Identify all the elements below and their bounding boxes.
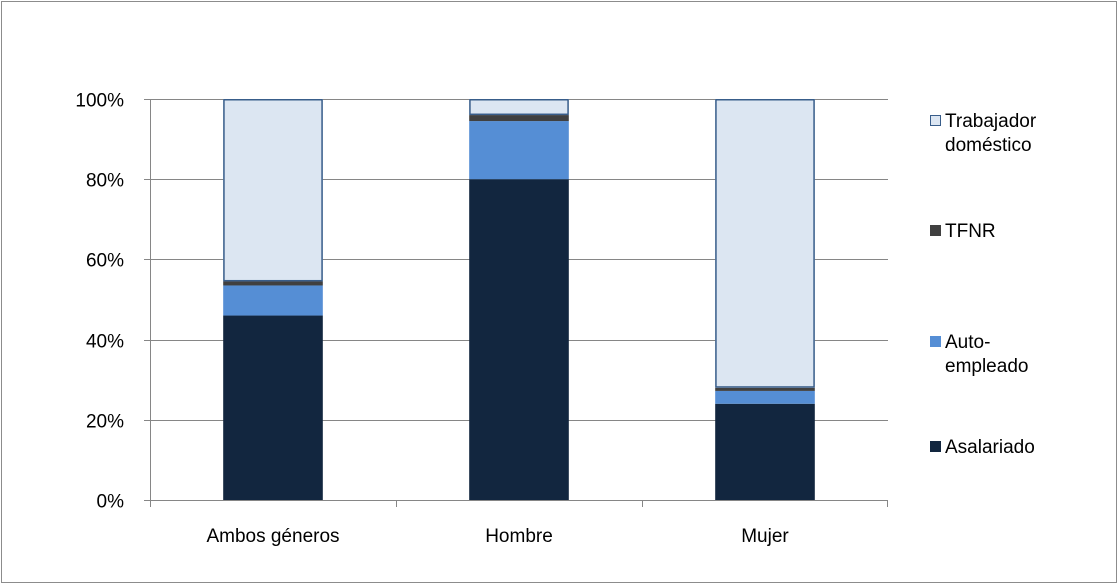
legend-swatch xyxy=(930,336,941,347)
bar-segment xyxy=(223,99,323,282)
y-axis-tick-label: 0% xyxy=(97,492,125,513)
legend-item: Trabajador doméstico xyxy=(930,110,1085,158)
x-axis-tick-label: Ambos géneros xyxy=(206,526,339,547)
bar-segment xyxy=(715,99,815,388)
bar-segment xyxy=(223,315,323,500)
legend-label: Trabajador doméstico xyxy=(945,111,1037,156)
legend-item: TFNR xyxy=(930,220,1085,244)
bars xyxy=(223,99,815,500)
bar-segment xyxy=(223,285,323,316)
legend-swatch xyxy=(930,115,941,126)
legend: Trabajador doméstico TFNR Auto-empleado Asal… xyxy=(930,100,1110,520)
x-axis-tick-labels: Ambos géneros Hombre Mujer xyxy=(206,526,789,547)
bar-segment-outline xyxy=(223,99,323,282)
legend-label: Asalariado xyxy=(945,437,1035,458)
bar-segment xyxy=(469,121,569,180)
bar-segment xyxy=(469,115,569,122)
bar-segment xyxy=(715,390,815,404)
x-axis-tick-label: Mujer xyxy=(741,526,789,547)
y-axis-tick-labels: 0% 20% 40% 60% 80% 100% xyxy=(75,91,124,513)
bar-segment xyxy=(469,99,569,116)
y-axis-tick-label: 100% xyxy=(75,91,124,112)
y-axis-tick-label: 20% xyxy=(86,412,124,433)
y-axis-tick-label: 80% xyxy=(86,171,124,192)
x-axis-tick-label: Hombre xyxy=(485,526,553,547)
legend-item: Asalariado xyxy=(930,436,1085,460)
legend-swatch xyxy=(930,441,941,452)
legend-label: TFNR xyxy=(945,221,996,242)
bar-segment xyxy=(715,403,815,500)
legend-label: Auto-empleado xyxy=(945,332,1029,377)
y-axis-tick-label: 40% xyxy=(86,332,124,353)
legend-swatch xyxy=(930,225,941,236)
bar-segment-outline xyxy=(469,99,569,116)
y-axis-tick-label: 60% xyxy=(86,251,124,272)
bar-segment-outline xyxy=(715,99,815,388)
bar-segment xyxy=(223,281,323,286)
legend-item: Auto-empleado xyxy=(930,331,1085,379)
axes xyxy=(144,99,888,507)
bar-segment xyxy=(469,179,569,500)
bar-segment xyxy=(715,387,815,391)
